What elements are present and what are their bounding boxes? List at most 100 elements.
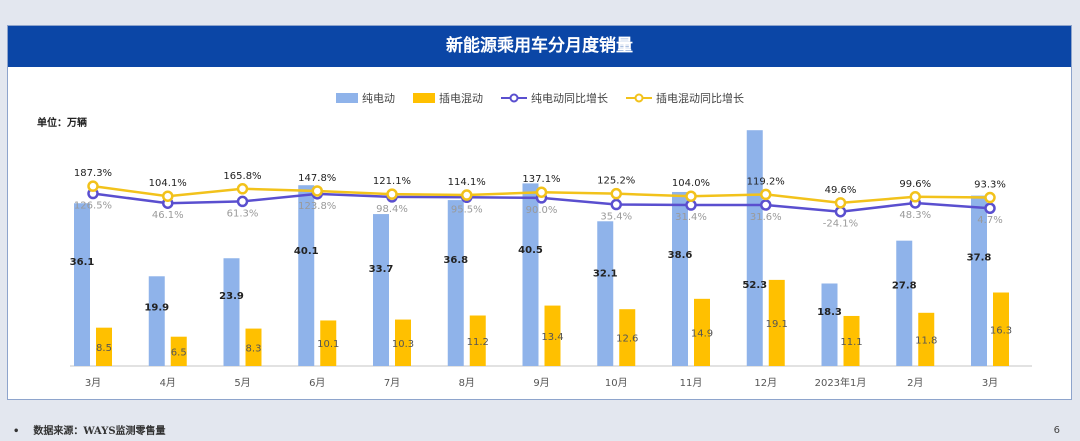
bar-phev <box>993 292 1009 366</box>
data-label-bev: 52.3 <box>742 280 767 291</box>
legend-item-bev-yoy[interactable]: 纯电动同比增长 <box>501 90 608 106</box>
bar-bev <box>821 283 838 366</box>
point-phev-yoy <box>461 189 473 201</box>
data-label-phev-yoy: 99.6% <box>899 179 931 190</box>
point-phev-yoy <box>834 197 847 209</box>
x-tick-label: 12月 <box>754 377 777 389</box>
data-label-bev-yoy: 123.8% <box>298 201 336 212</box>
data-label-bev: 40.5 <box>518 245 543 256</box>
data-label-bev-yoy: 48.3% <box>899 210 931 221</box>
point-phev-yoy <box>760 188 772 201</box>
point-phev-yoy <box>685 190 697 202</box>
data-label-bev-yoy: 90.0% <box>526 205 558 216</box>
data-label-bev-yoy: 61.3% <box>227 208 259 219</box>
legend-label-bev: 纯电动 <box>362 92 395 105</box>
point-phev-yoy <box>87 180 99 192</box>
data-label-phev-yoy: 114.1% <box>448 177 486 188</box>
x-tick-label: 10月 <box>605 377 628 389</box>
data-label-phev: 11.2 <box>467 337 489 348</box>
point-phev-yoy <box>610 187 622 200</box>
bar-bev <box>74 203 90 366</box>
footer-bullet: • <box>13 426 20 437</box>
point-phev-yoy <box>386 188 398 200</box>
bar-phev <box>768 279 785 366</box>
data-label-phev-yoy: 104.1% <box>149 178 187 189</box>
x-tick-label: 3月 <box>982 377 998 389</box>
data-label-bev-yoy: -24.1% <box>823 219 858 230</box>
data-label-bev-yoy: 98.4% <box>376 204 408 215</box>
data-label-phev: 14.9 <box>691 328 713 339</box>
footer-source: • 数据来源：WAYS监测零售量 <box>13 422 166 437</box>
point-phev-yoy <box>909 191 921 203</box>
bar-bev <box>522 183 539 366</box>
bar-phev <box>245 328 262 366</box>
bar-phev <box>694 298 710 366</box>
point-phev-yoy <box>162 190 174 202</box>
x-tick-label: 6月 <box>309 377 325 389</box>
bar-phev <box>395 319 411 366</box>
bar-bev <box>223 258 240 366</box>
legend-swatch-bev <box>336 93 358 103</box>
data-label-phev-yoy: 93.3% <box>974 180 1006 191</box>
bar-bev <box>896 240 913 366</box>
data-label-phev-yoy: 104.0% <box>672 178 710 189</box>
bar-phev <box>544 305 561 366</box>
legend-swatch-phev <box>413 93 435 103</box>
point-phev-yoy <box>236 183 249 195</box>
data-label-phev-yoy: 49.6% <box>825 185 857 196</box>
page-number: 6 <box>1053 425 1060 436</box>
bar-bev <box>373 214 389 366</box>
x-tick-label: 2023年1月 <box>815 376 867 389</box>
data-label-bev-yoy: 46.1% <box>152 210 184 221</box>
bar-phev <box>843 315 860 366</box>
x-tick-label: 9月 <box>533 377 549 389</box>
legend-item-bev[interactable]: 纯电动 <box>336 90 395 106</box>
legend: 纯电动 插电混动 纯电动同比增长 插电混动同比增长 <box>0 90 1080 106</box>
point-bev-yoy <box>760 199 772 211</box>
bar-phev <box>918 312 935 366</box>
data-label-bev: 36.8 <box>443 255 468 266</box>
data-label-phev: 16.3 <box>990 325 1012 336</box>
data-label-phev: 8.3 <box>246 343 262 354</box>
point-bev-yoy <box>984 202 996 214</box>
legend-line-marker-icon <box>626 93 652 103</box>
data-label-phev-yoy: 165.8% <box>223 171 261 182</box>
bar-phev <box>619 309 636 366</box>
x-tick-label: 5月 <box>234 377 250 389</box>
data-label-phev-yoy: 147.8% <box>298 173 336 184</box>
bar-bev <box>971 195 987 366</box>
point-phev-yoy <box>311 185 323 197</box>
data-label-bev: 23.9 <box>219 291 244 302</box>
legend-item-phev-yoy[interactable]: 插电混动同比增长 <box>626 90 744 106</box>
x-tick-label: 2月 <box>907 377 923 389</box>
data-label-bev-yoy: 95.5% <box>451 204 483 215</box>
bar-bev <box>672 191 688 366</box>
data-label-phev: 6.5 <box>171 347 187 358</box>
data-label-phev: 10.1 <box>317 339 339 350</box>
point-bev-yoy <box>610 198 622 211</box>
data-label-phev-yoy: 137.1% <box>522 174 560 185</box>
data-label-bev: 40.1 <box>294 246 319 257</box>
data-label-bev-yoy: 35.4% <box>600 212 632 223</box>
legend-item-phev[interactable]: 插电混动 <box>413 90 483 106</box>
data-label-phev: 10.3 <box>392 339 414 350</box>
bar-bev <box>447 200 464 366</box>
chart-title: 新能源乘用车分月度销量 <box>8 26 1071 67</box>
bar-bev <box>597 221 614 366</box>
bar-phev <box>469 315 486 366</box>
x-tick-label: 11月 <box>680 377 703 389</box>
data-label-bev: 36.1 <box>70 257 95 268</box>
point-bev-yoy <box>236 195 249 208</box>
data-label-bev: 38.6 <box>668 250 693 261</box>
bar-bev <box>298 185 315 366</box>
legend-label-phev-yoy: 插电混动同比增长 <box>656 92 744 105</box>
x-tick-label: 8月 <box>459 377 475 389</box>
data-label-phev-yoy: 187.3% <box>74 168 112 179</box>
footer-source-text: 数据来源：WAYS监测零售量 <box>33 426 166 437</box>
bar-phev <box>170 336 187 366</box>
data-label-bev: 27.8 <box>892 280 917 291</box>
point-phev-yoy <box>984 191 996 204</box>
data-label-bev: 32.1 <box>593 268 618 279</box>
data-label-phev-yoy: 119.2% <box>747 176 785 187</box>
